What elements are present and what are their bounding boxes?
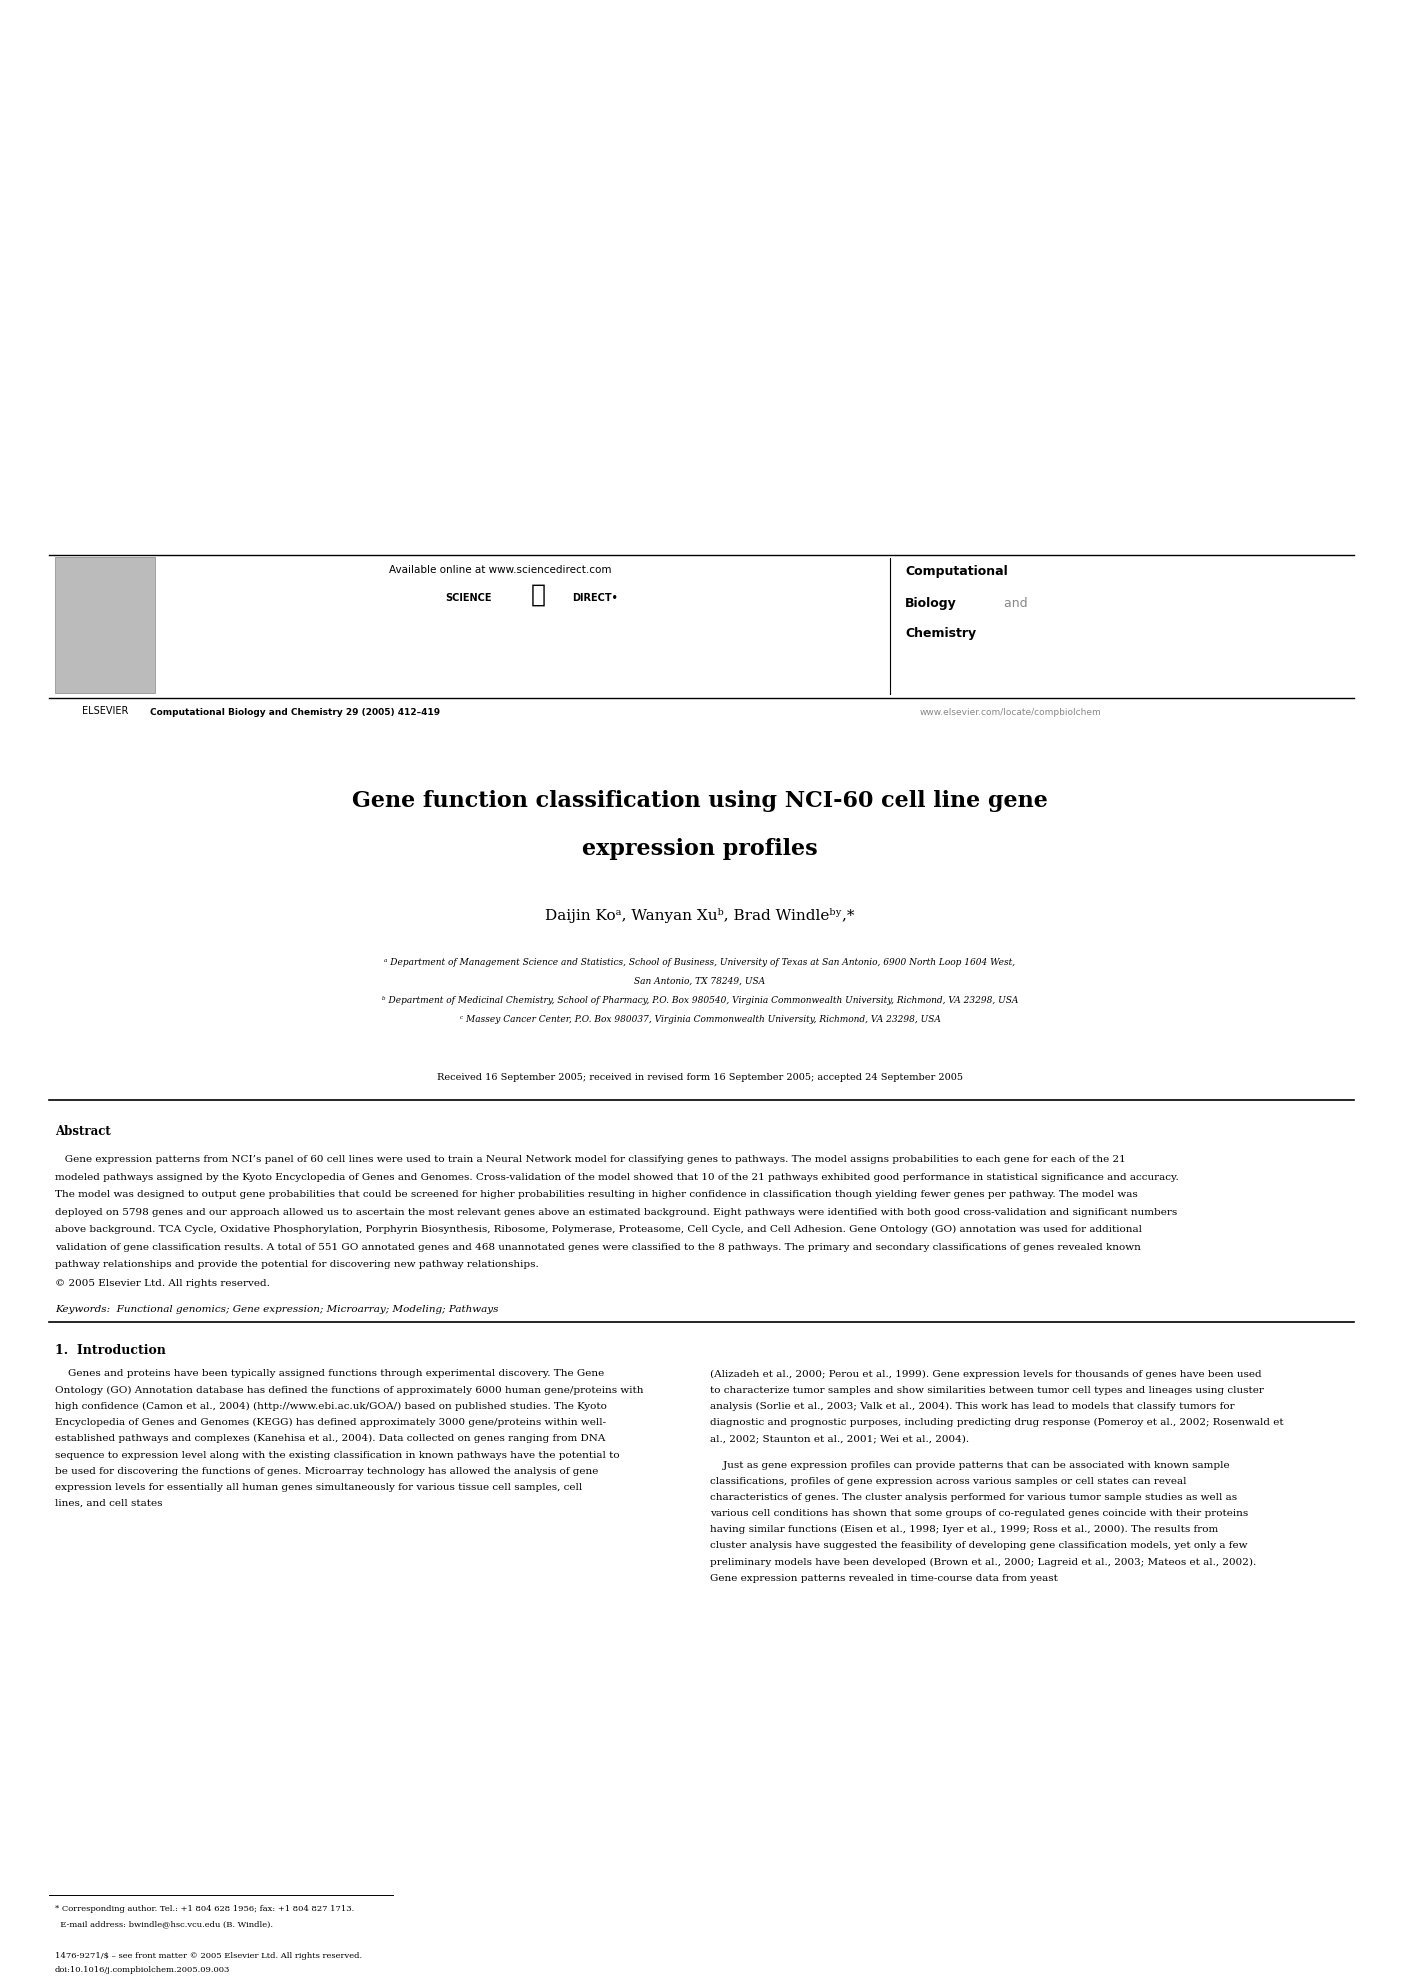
- Text: The model was designed to output gene probabilities that could be screened for h: The model was designed to output gene pr…: [55, 1189, 1138, 1199]
- Text: Gene expression patterns revealed in time-course data from yeast: Gene expression patterns revealed in tim…: [710, 1574, 1058, 1582]
- Text: doi:10.1016/j.compbiolchem.2005.09.003: doi:10.1016/j.compbiolchem.2005.09.003: [55, 1965, 230, 1973]
- Text: Daijin Koᵃ, Wanyan Xuᵇ, Brad Windleᵇʸ,*: Daijin Koᵃ, Wanyan Xuᵇ, Brad Windleᵇʸ,*: [546, 907, 854, 923]
- Text: Computational: Computational: [905, 566, 1007, 578]
- Text: high confidence (Camon et al., 2004) (http://www.ebi.ac.uk/GOA/) based on publis: high confidence (Camon et al., 2004) (ht…: [55, 1401, 607, 1411]
- Text: ELSEVIER: ELSEVIER: [81, 707, 128, 717]
- Text: www.elsevier.com/locate/compbiolchem: www.elsevier.com/locate/compbiolchem: [920, 709, 1101, 717]
- Text: (Alizadeh et al., 2000; Perou et al., 1999). Gene expression levels for thousand: (Alizadeh et al., 2000; Perou et al., 19…: [710, 1370, 1261, 1380]
- Text: and: and: [1000, 597, 1027, 609]
- Text: 1476-9271/$ – see front matter © 2005 Elsevier Ltd. All rights reserved.: 1476-9271/$ – see front matter © 2005 El…: [55, 1951, 362, 1959]
- Text: DIRECT•: DIRECT•: [572, 594, 617, 603]
- Text: Keywords:  Functional genomics; Gene expression; Microarray; Modeling; Pathways: Keywords: Functional genomics; Gene expr…: [55, 1304, 498, 1314]
- Text: deployed on 5798 genes and our approach allowed us to ascertain the most relevan: deployed on 5798 genes and our approach …: [55, 1207, 1177, 1217]
- Text: Gene function classification using NCI-60 cell line gene: Gene function classification using NCI-6…: [352, 790, 1048, 812]
- Text: * Corresponding author. Tel.: +1 804 628 1956; fax: +1 804 827 1713.: * Corresponding author. Tel.: +1 804 628…: [55, 1906, 354, 1914]
- Text: lines, and cell states: lines, and cell states: [55, 1499, 163, 1509]
- Text: preliminary models have been developed (Brown et al., 2000; Lagreid et al., 2003: preliminary models have been developed (…: [710, 1558, 1256, 1566]
- Text: Genes and proteins have been typically assigned functions through experimental d: Genes and proteins have been typically a…: [55, 1370, 605, 1378]
- Text: Computational Biology and Chemistry 29 (2005) 412–419: Computational Biology and Chemistry 29 (…: [150, 709, 441, 717]
- Text: Abstract: Abstract: [55, 1125, 111, 1137]
- Text: E-mail address: bwindle@hsc.vcu.edu (B. Windle).: E-mail address: bwindle@hsc.vcu.edu (B. …: [55, 1919, 274, 1927]
- Text: established pathways and complexes (Kanehisa et al., 2004). Data collected on ge: established pathways and complexes (Kane…: [55, 1435, 605, 1443]
- Text: modeled pathways assigned by the Kyoto Encyclopedia of Genes and Genomes. Cross-: modeled pathways assigned by the Kyoto E…: [55, 1173, 1179, 1181]
- Text: Received 16 September 2005; received in revised form 16 September 2005; accepted: Received 16 September 2005; received in …: [436, 1074, 962, 1082]
- Text: © 2005 Elsevier Ltd. All rights reserved.: © 2005 Elsevier Ltd. All rights reserved…: [55, 1280, 269, 1288]
- Text: validation of gene classification results. A total of 551 GO annotated genes and: validation of gene classification result…: [55, 1243, 1141, 1251]
- Text: Gene expression patterns from NCI’s panel of 60 cell lines were used to train a : Gene expression patterns from NCI’s pane…: [55, 1155, 1125, 1163]
- Text: ᵃ Department of Management Science and Statistics, School of Business, Universit: ᵃ Department of Management Science and S…: [384, 959, 1016, 967]
- Text: cluster analysis have suggested the feasibility of developing gene classificatio: cluster analysis have suggested the feas…: [710, 1542, 1247, 1550]
- Text: diagnostic and prognostic purposes, including predicting drug response (Pomeroy : diagnostic and prognostic purposes, incl…: [710, 1417, 1284, 1427]
- Text: having similar functions (Eisen et al., 1998; Iyer et al., 1999; Ross et al., 20: having similar functions (Eisen et al., …: [710, 1524, 1218, 1534]
- Text: ᶜ Massey Cancer Center, P.O. Box 980037, Virginia Commonwealth University, Richm: ᶜ Massey Cancer Center, P.O. Box 980037,…: [460, 1014, 940, 1024]
- Text: pathway relationships and provide the potential for discovering new pathway rela: pathway relationships and provide the po…: [55, 1260, 539, 1268]
- Text: SCIENCE: SCIENCE: [445, 594, 491, 603]
- Text: characteristics of genes. The cluster analysis performed for various tumor sampl: characteristics of genes. The cluster an…: [710, 1493, 1237, 1503]
- Text: analysis (Sorlie et al., 2003; Valk et al., 2004). This work has lead to models : analysis (Sorlie et al., 2003; Valk et a…: [710, 1401, 1235, 1411]
- Text: Just as gene expression profiles can provide patterns that can be associated wit: Just as gene expression profiles can pro…: [710, 1461, 1229, 1469]
- Text: Available online at www.sciencedirect.com: Available online at www.sciencedirect.co…: [389, 566, 612, 576]
- Text: Chemistry: Chemistry: [905, 627, 976, 639]
- Text: above background. TCA Cycle, Oxidative Phosphorylation, Porphyrin Biosynthesis, : above background. TCA Cycle, Oxidative P…: [55, 1225, 1142, 1235]
- Text: al., 2002; Staunton et al., 2001; Wei et al., 2004).: al., 2002; Staunton et al., 2001; Wei et…: [710, 1435, 969, 1443]
- Text: ᵇ Department of Medicinal Chemistry, School of Pharmacy, P.O. Box 980540, Virgin: ᵇ Department of Medicinal Chemistry, Sch…: [382, 996, 1019, 1004]
- Text: expression profiles: expression profiles: [582, 838, 818, 860]
- Bar: [55, 558, 154, 693]
- Text: expression levels for essentially all human genes simultaneously for various tis: expression levels for essentially all hu…: [55, 1483, 582, 1493]
- Text: to characterize tumor samples and show similarities between tumor cell types and: to characterize tumor samples and show s…: [710, 1386, 1264, 1395]
- Text: classifications, profiles of gene expression across various samples or cell stat: classifications, profiles of gene expres…: [710, 1477, 1187, 1485]
- Text: Ontology (GO) Annotation database has defined the functions of approximately 600: Ontology (GO) Annotation database has de…: [55, 1386, 644, 1395]
- Text: Biology: Biology: [905, 597, 957, 609]
- Text: San Antonio, TX 78249, USA: San Antonio, TX 78249, USA: [634, 977, 766, 987]
- Text: ⓓ: ⓓ: [530, 584, 546, 607]
- Text: various cell conditions has shown that some groups of co-regulated genes coincid: various cell conditions has shown that s…: [710, 1509, 1249, 1519]
- Text: sequence to expression level along with the existing classification in known pat: sequence to expression level along with …: [55, 1451, 620, 1459]
- Text: 1.  Introduction: 1. Introduction: [55, 1344, 166, 1358]
- Text: Encyclopedia of Genes and Genomes (KEGG) has defined approximately 3000 gene/pro: Encyclopedia of Genes and Genomes (KEGG)…: [55, 1417, 606, 1427]
- Text: be used for discovering the functions of genes. Microarray technology has allowe: be used for discovering the functions of…: [55, 1467, 598, 1475]
